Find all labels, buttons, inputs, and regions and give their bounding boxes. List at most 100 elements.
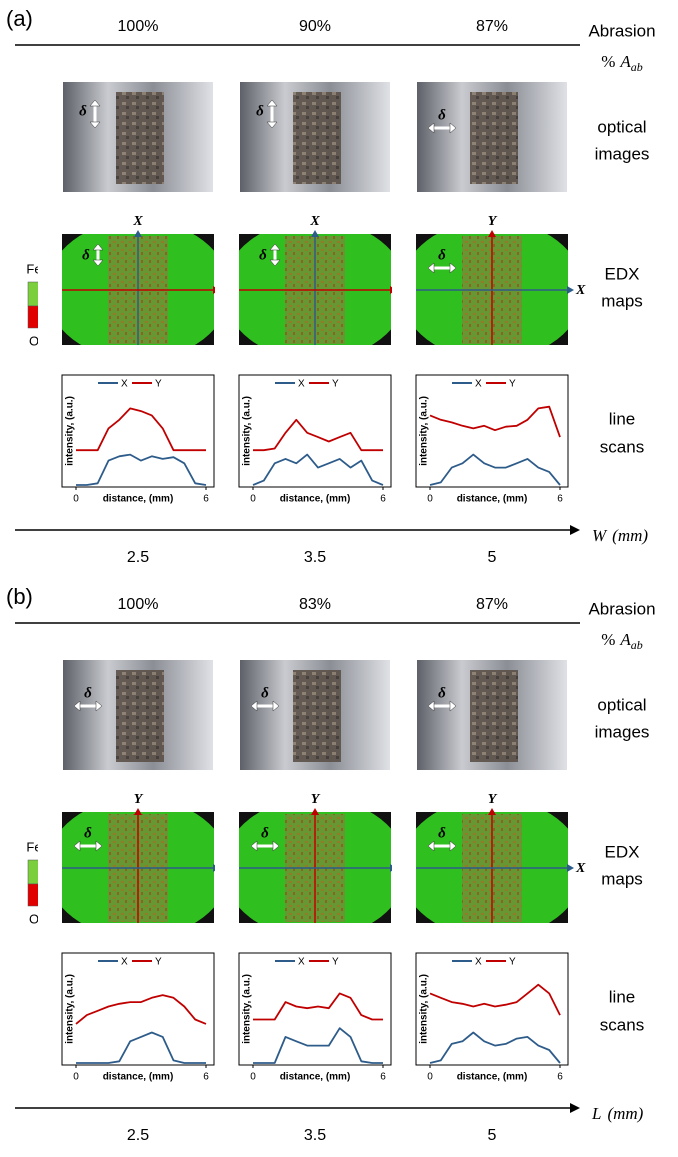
edx-axis-head	[567, 864, 574, 872]
edx-axis-head	[311, 230, 319, 237]
optical-image: δ	[240, 82, 390, 192]
scan-y-label: intensity, (a.u.)	[242, 974, 253, 1044]
scan-x-tick-label: 0	[427, 1072, 433, 1083]
edx-axis-head	[134, 230, 142, 237]
param-value: 2.5	[127, 1127, 149, 1144]
legend-fe: Fe	[26, 261, 41, 276]
row-label: scans	[600, 1015, 644, 1034]
param-value: 3.5	[304, 549, 326, 566]
delta-arrow-head	[89, 99, 101, 129]
abrasion-value: 100%	[118, 596, 159, 613]
param-value: 3.5	[304, 1127, 326, 1144]
axis-unit: (mm)	[612, 526, 648, 545]
scan-x-label: distance, (mm)	[280, 494, 351, 505]
row-label: scans	[600, 437, 644, 456]
legend-label: X	[298, 957, 305, 968]
abrasion-title: Abrasion	[588, 21, 655, 40]
param-value: 2.5	[127, 549, 149, 566]
optical-image: δ	[240, 660, 390, 770]
param-value: 5	[488, 1127, 497, 1144]
abrasion-value: 87%	[476, 18, 508, 35]
scan-x-label: distance, (mm)	[103, 1072, 174, 1083]
row-label: line	[609, 409, 635, 428]
axis-symbol: L	[591, 1104, 601, 1123]
delta-symbol: δ	[261, 685, 269, 701]
edx-map	[215, 195, 415, 385]
wear-scar	[470, 92, 518, 184]
edx-vertical-label: X	[132, 214, 143, 229]
legend-fe: Fe	[26, 839, 41, 854]
legend-label: X	[121, 957, 128, 968]
legend-label: Y	[509, 379, 516, 390]
scan-line	[76, 453, 207, 486]
row-label: optical	[597, 117, 646, 136]
edx-frame-clip	[38, 195, 238, 234]
scan-x-tick-label: 0	[427, 494, 433, 505]
wear-scar	[116, 670, 164, 762]
edx-frame-clip	[392, 195, 592, 234]
delta-symbol: δ	[261, 825, 269, 841]
delta-arrow-head	[427, 262, 457, 274]
delta-symbol: δ	[84, 825, 92, 841]
param-axis-label: L (mm)	[591, 1104, 644, 1123]
param-axis-head	[570, 1103, 580, 1113]
legend-label: Y	[155, 379, 162, 390]
legend-o: O	[29, 333, 39, 348]
scan-line	[253, 992, 383, 1021]
edx-frame-clip	[215, 773, 415, 812]
delta-symbol: δ	[259, 247, 267, 263]
wear-scar	[470, 670, 518, 762]
edx-axis-head	[488, 230, 496, 237]
scan-frame	[238, 952, 392, 1066]
scan-line	[429, 1031, 561, 1064]
legend-label: Y	[332, 957, 339, 968]
legend-label: X	[298, 379, 305, 390]
delta-arrow-head	[73, 700, 103, 712]
delta-symbol: δ	[438, 685, 446, 701]
scan-x-tick-label: 6	[557, 494, 563, 505]
delta-arrow-head	[250, 840, 280, 852]
scan-x-tick-label: 6	[380, 1072, 386, 1083]
abrasion-unit: % Aab	[601, 52, 643, 74]
legend-label: X	[475, 379, 482, 390]
param-axis-label: W (mm)	[592, 526, 648, 545]
row-label: EDX	[605, 842, 640, 861]
scan-x-tick-label: 0	[250, 1072, 256, 1083]
row-label: images	[595, 722, 650, 741]
scan-frame	[238, 374, 392, 488]
optical-image: δ	[63, 82, 213, 192]
scan-line	[76, 1031, 206, 1064]
edx-frame-clip	[215, 195, 415, 234]
abrasion-value: 87%	[476, 596, 508, 613]
delta-arrow-head	[427, 840, 457, 852]
scan-line	[429, 453, 561, 486]
edx-map	[392, 773, 592, 963]
edx-axis-head	[567, 286, 574, 294]
delta-symbol: δ	[438, 107, 446, 123]
abrasion-value: 83%	[299, 596, 331, 613]
edx-horizontal-label: X	[575, 283, 586, 298]
scan-x-label: distance, (mm)	[280, 1072, 351, 1083]
axis-unit: (mm)	[607, 1104, 643, 1123]
scan-frame	[415, 374, 569, 488]
scan-y-label: intensity, (a.u.)	[242, 396, 253, 466]
delta-arrow-head	[250, 700, 280, 712]
row-label: maps	[601, 291, 643, 310]
edx-vertical-label: Y	[134, 792, 144, 807]
scan-x-tick-label: 0	[73, 494, 79, 505]
delta-symbol: δ	[256, 103, 264, 119]
edx-frame-clip	[392, 773, 592, 812]
optical-image: δ	[417, 660, 567, 770]
scan-x-tick-label: 0	[73, 1072, 79, 1083]
abrasion-value: 100%	[118, 18, 159, 35]
delta-arrow-head	[266, 99, 278, 129]
delta-arrow-head	[92, 243, 104, 267]
row-label: EDX	[605, 264, 640, 283]
row-label: images	[595, 144, 650, 163]
delta-symbol: δ	[438, 247, 446, 263]
unit-symbol: A	[619, 52, 631, 71]
param-value: 5	[488, 549, 497, 566]
scan-y-label: intensity, (a.u.)	[65, 974, 76, 1044]
scan-line	[252, 453, 384, 486]
